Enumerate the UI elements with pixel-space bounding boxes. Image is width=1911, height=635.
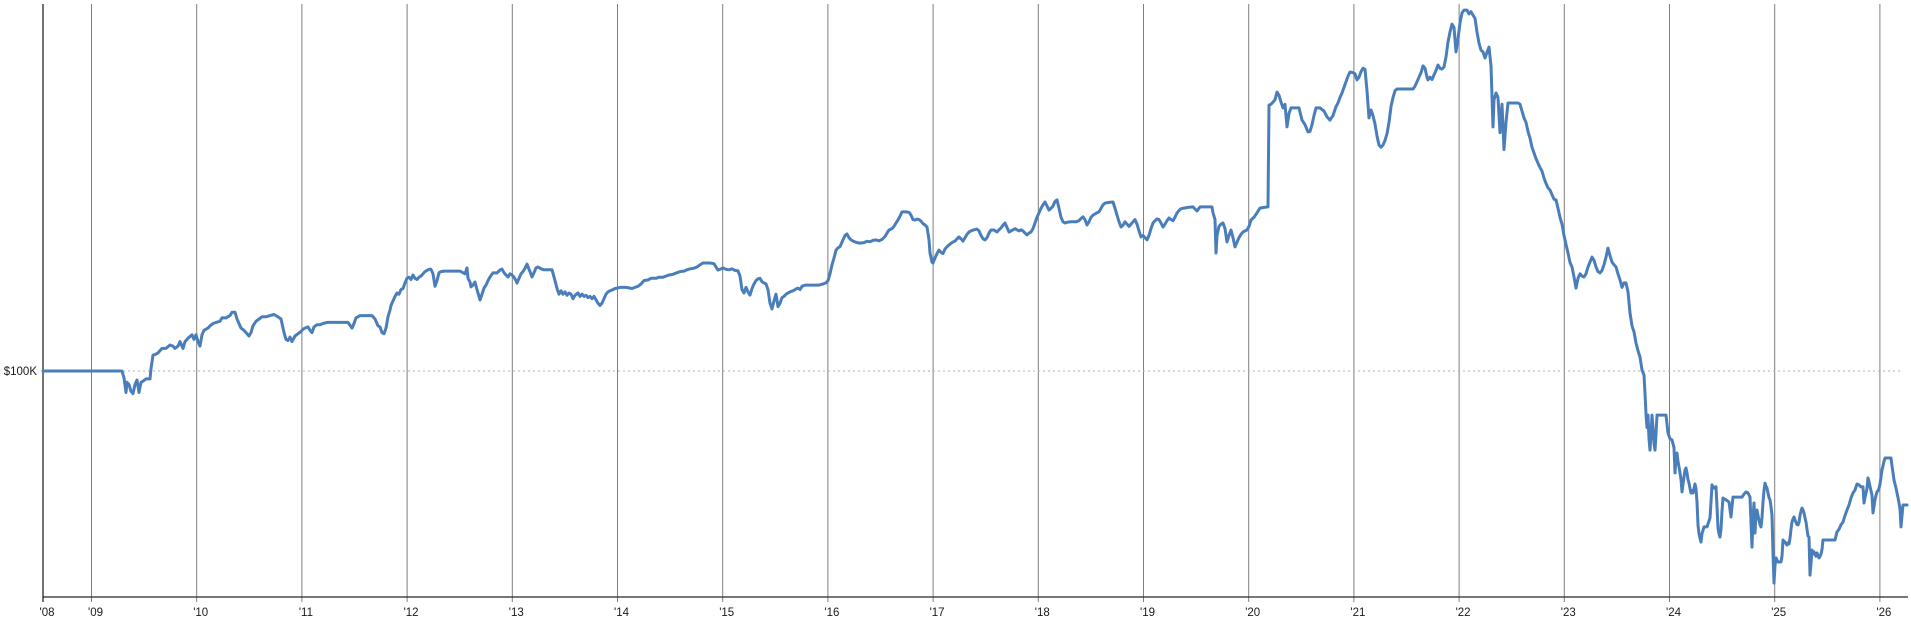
x-tick-label: '16 [824,607,839,619]
x-tick-label: '23 [1561,607,1576,619]
x-tick-label: '21 [1350,607,1365,619]
x-tick-label: '08 [40,607,55,619]
x-tick-label: '14 [614,607,630,619]
balance-line [41,8,1909,585]
x-tick-label: '12 [404,607,419,619]
x-tick-label: '09 [88,607,103,619]
x-tick-label: '22 [1456,607,1471,619]
x-tick-label: '11 [299,607,313,619]
x-tick-label: '25 [1771,607,1786,619]
x-tick-label: '15 [719,607,734,619]
x-tick-label: '24 [1666,607,1682,619]
x-tick-label: '26 [1876,607,1891,619]
x-tick-label: '17 [930,607,945,619]
x-tick-label: '18 [1035,607,1050,619]
x-tick-label: '20 [1245,607,1260,619]
y-tick-label-100k: $100K [4,366,38,378]
x-tick-label: '13 [509,607,524,619]
x-tick-label: '10 [193,607,208,619]
x-tick-label: '19 [1140,607,1155,619]
